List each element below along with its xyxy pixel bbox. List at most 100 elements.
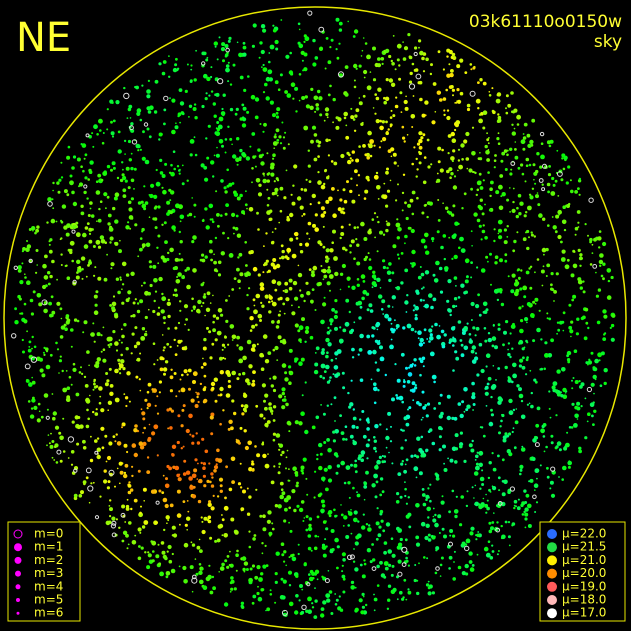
star [87, 417, 90, 421]
star [359, 563, 363, 567]
star [59, 238, 62, 241]
star [206, 56, 209, 59]
star [82, 169, 85, 173]
star [419, 337, 424, 343]
star [482, 434, 486, 438]
star [374, 424, 379, 429]
star [156, 359, 159, 361]
star [361, 49, 364, 52]
star [416, 455, 420, 459]
star [77, 158, 80, 161]
star [451, 52, 456, 57]
star [325, 354, 329, 359]
star [422, 406, 426, 410]
brightness-swatch [547, 542, 557, 553]
star [85, 397, 90, 403]
star [457, 159, 461, 162]
star [209, 302, 212, 304]
star [388, 563, 392, 568]
star [322, 268, 327, 274]
star [350, 379, 353, 382]
star [246, 271, 250, 275]
star [561, 153, 566, 158]
star [342, 590, 346, 594]
star [443, 534, 447, 539]
star [411, 388, 416, 393]
star [264, 82, 268, 87]
star [408, 80, 413, 84]
star [353, 548, 355, 550]
star [161, 71, 166, 76]
star [422, 180, 427, 185]
star [422, 286, 425, 289]
star [477, 81, 480, 84]
star [556, 321, 560, 324]
star [224, 335, 227, 339]
star [228, 419, 233, 424]
star [561, 157, 564, 160]
star [203, 374, 207, 378]
star [55, 461, 59, 464]
star [179, 101, 185, 106]
star [140, 336, 146, 341]
star [498, 228, 502, 233]
star [515, 214, 519, 219]
star [186, 266, 191, 271]
star [256, 211, 259, 215]
star [414, 305, 420, 311]
star [405, 311, 408, 313]
star [311, 125, 317, 130]
star [580, 405, 583, 408]
star [457, 296, 461, 299]
unmatched-star [592, 264, 598, 269]
unmatched-star [143, 122, 149, 127]
star [400, 428, 403, 431]
star [553, 290, 557, 294]
star [443, 113, 446, 117]
star [171, 129, 176, 135]
star [196, 441, 201, 445]
star [279, 310, 281, 313]
star [397, 542, 403, 547]
star [365, 443, 370, 448]
star [164, 240, 168, 245]
star [361, 410, 365, 413]
star [221, 562, 225, 567]
star [497, 232, 500, 235]
star [530, 404, 534, 409]
star [404, 439, 407, 442]
star [419, 298, 423, 302]
star [206, 479, 210, 483]
star [511, 380, 514, 384]
star [480, 268, 486, 273]
star [269, 295, 272, 298]
star [58, 359, 63, 363]
star [496, 503, 502, 508]
star [311, 602, 314, 605]
star [497, 327, 501, 331]
star [106, 486, 110, 490]
star [115, 100, 120, 105]
star [425, 414, 429, 418]
star [350, 239, 355, 244]
star [136, 341, 141, 346]
star [345, 438, 348, 441]
star [578, 193, 581, 196]
star [174, 266, 178, 270]
star [564, 264, 570, 270]
star [322, 278, 325, 281]
star [534, 468, 540, 473]
star [497, 550, 500, 552]
star [51, 440, 55, 443]
star [329, 289, 331, 292]
star [78, 494, 83, 498]
star [562, 394, 568, 400]
star [350, 580, 355, 585]
star [231, 480, 236, 484]
star [417, 81, 421, 85]
star [260, 367, 265, 372]
star [589, 402, 595, 408]
star [304, 329, 309, 334]
star [213, 268, 218, 272]
star [243, 561, 249, 566]
